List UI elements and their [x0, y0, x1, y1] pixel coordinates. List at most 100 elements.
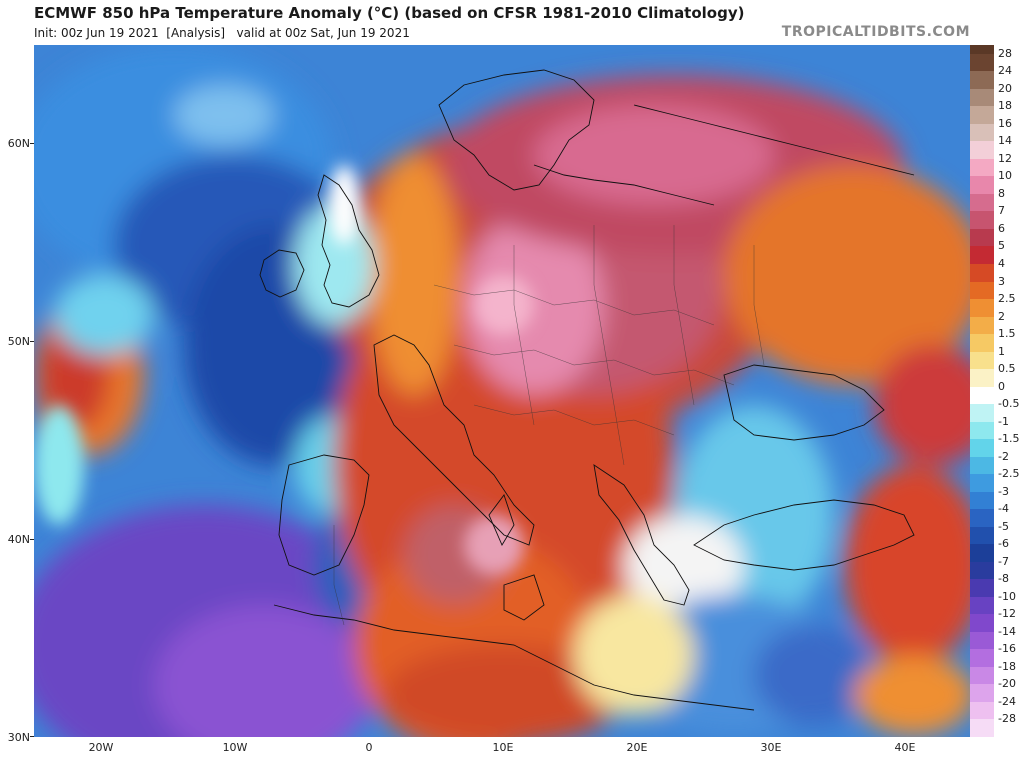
scale-label: 18 — [998, 99, 1012, 113]
scale-swatch — [970, 176, 994, 195]
lon-label-20e: 20E — [626, 741, 648, 754]
scale-label: -0.5 — [998, 397, 1020, 411]
scale-swatch — [970, 684, 994, 703]
brand-watermark: TROPICALTIDBITS.COM — [781, 24, 970, 40]
scale-swatch — [970, 299, 994, 318]
scale-label: 28 — [998, 46, 1012, 60]
scale-swatch — [970, 649, 994, 668]
analysis-label: [Analysis] — [166, 26, 226, 40]
init-time: Init: 00z Jun 19 2021 — [34, 26, 159, 40]
scale-swatch — [970, 386, 994, 405]
scale-label: -4 — [998, 502, 1009, 516]
valid-time: valid at 00z Sat, Jun 19 2021 — [236, 26, 410, 40]
scale-label: -24 — [998, 694, 1016, 708]
scale-swatch — [970, 509, 994, 528]
scale-swatch — [970, 123, 994, 142]
scale-swatch — [970, 631, 994, 650]
scale-swatch — [970, 474, 994, 493]
scale-label: -6 — [998, 537, 1009, 551]
scale-swatch — [970, 666, 994, 685]
scale-swatch — [970, 193, 994, 212]
scale-swatch — [970, 439, 994, 458]
scale-swatch — [970, 456, 994, 475]
scale-label: 1 — [998, 344, 1005, 358]
lat-tick — [30, 341, 34, 342]
scale-label: -16 — [998, 642, 1016, 656]
scale-swatch — [970, 334, 994, 353]
scale-swatch — [970, 106, 994, 125]
scale-label: -1.5 — [998, 432, 1020, 446]
scale-label: -10 — [998, 589, 1016, 603]
scale-swatch — [970, 614, 994, 633]
lat-tick — [30, 143, 34, 144]
scale-swatch — [970, 71, 994, 90]
scale-swatch — [970, 701, 994, 720]
lon-label-0: 0 — [365, 741, 373, 754]
scale-label: 0.5 — [998, 362, 1016, 376]
scale-label: -3 — [998, 484, 1009, 498]
scale-label: 1.5 — [998, 327, 1016, 341]
scale-swatch — [970, 158, 994, 177]
scale-label: -5 — [998, 519, 1009, 533]
scale-label: -20 — [998, 677, 1016, 691]
scale-label: 2 — [998, 309, 1005, 323]
scale-label: 24 — [998, 64, 1012, 78]
scale-swatch — [970, 404, 994, 423]
scale-swatch — [970, 526, 994, 545]
scale-label: 14 — [998, 134, 1012, 148]
scale-label: 3 — [998, 274, 1005, 288]
lat-label-30n: 30N — [7, 731, 30, 744]
lat-tick — [30, 736, 34, 737]
scale-swatch — [970, 369, 994, 388]
scale-label: 8 — [998, 186, 1005, 200]
scale-swatch — [970, 53, 994, 72]
lon-label-20w: 20W — [88, 741, 114, 754]
scale-swatch — [970, 351, 994, 370]
scale-swatch — [970, 544, 994, 563]
scale-label: 0 — [998, 379, 1005, 393]
scale-swatch — [970, 316, 994, 335]
scale-label: -2 — [998, 449, 1009, 463]
scale-swatch — [970, 246, 994, 265]
scale-swatch — [970, 88, 994, 107]
map-title: ECMWF 850 hPa Temperature Anomaly (°C) (… — [34, 4, 745, 22]
anomaly-map — [34, 45, 970, 737]
map-subtitle: Init: 00z Jun 19 2021 [Analysis] valid a… — [34, 26, 410, 40]
lon-label-10w: 10W — [222, 741, 248, 754]
scale-label: -2.5 — [998, 467, 1020, 481]
scale-swatch — [970, 211, 994, 230]
lon-label-30e: 30E — [760, 741, 782, 754]
scale-swatch — [970, 579, 994, 598]
scale-label: 5 — [998, 239, 1005, 253]
scale-label: -7 — [998, 554, 1009, 568]
lat-label-60n: 60N — [7, 137, 30, 150]
scale-swatch — [970, 596, 994, 615]
scale-label: 2.5 — [998, 292, 1016, 306]
lat-label-40n: 40N — [7, 533, 30, 546]
scale-swatch — [970, 141, 994, 160]
scale-swatch — [970, 263, 994, 282]
scale-swatch — [970, 491, 994, 510]
lon-label-40e: 40E — [894, 741, 916, 754]
scale-label: 6 — [998, 221, 1005, 235]
scale-label: -8 — [998, 572, 1009, 586]
scale-swatch — [970, 281, 994, 300]
scale-swatch — [970, 561, 994, 580]
lon-label-10e: 10E — [492, 741, 514, 754]
scale-label: -28 — [998, 712, 1016, 726]
scale-label: -18 — [998, 659, 1016, 673]
scale-label: -1 — [998, 414, 1009, 428]
scale-swatch — [970, 719, 994, 738]
scale-label: -14 — [998, 624, 1016, 638]
scale-label: 16 — [998, 116, 1012, 130]
anomaly-field — [34, 45, 970, 737]
scale-label: 20 — [998, 81, 1012, 95]
coastlines — [259, 69, 915, 711]
scale-label: 7 — [998, 204, 1005, 218]
scale-swatch — [970, 45, 994, 54]
scale-swatch — [970, 421, 994, 440]
lat-label-50n: 50N — [7, 335, 30, 348]
color-scale: 28 24 20 18 16 14 12 10 8 7 6 5 4 3 2.5 2 1.5 1 0.5 0 -0.5 -1… — [970, 45, 1024, 738]
borders — [333, 225, 765, 626]
scale-label: 10 — [998, 169, 1012, 183]
